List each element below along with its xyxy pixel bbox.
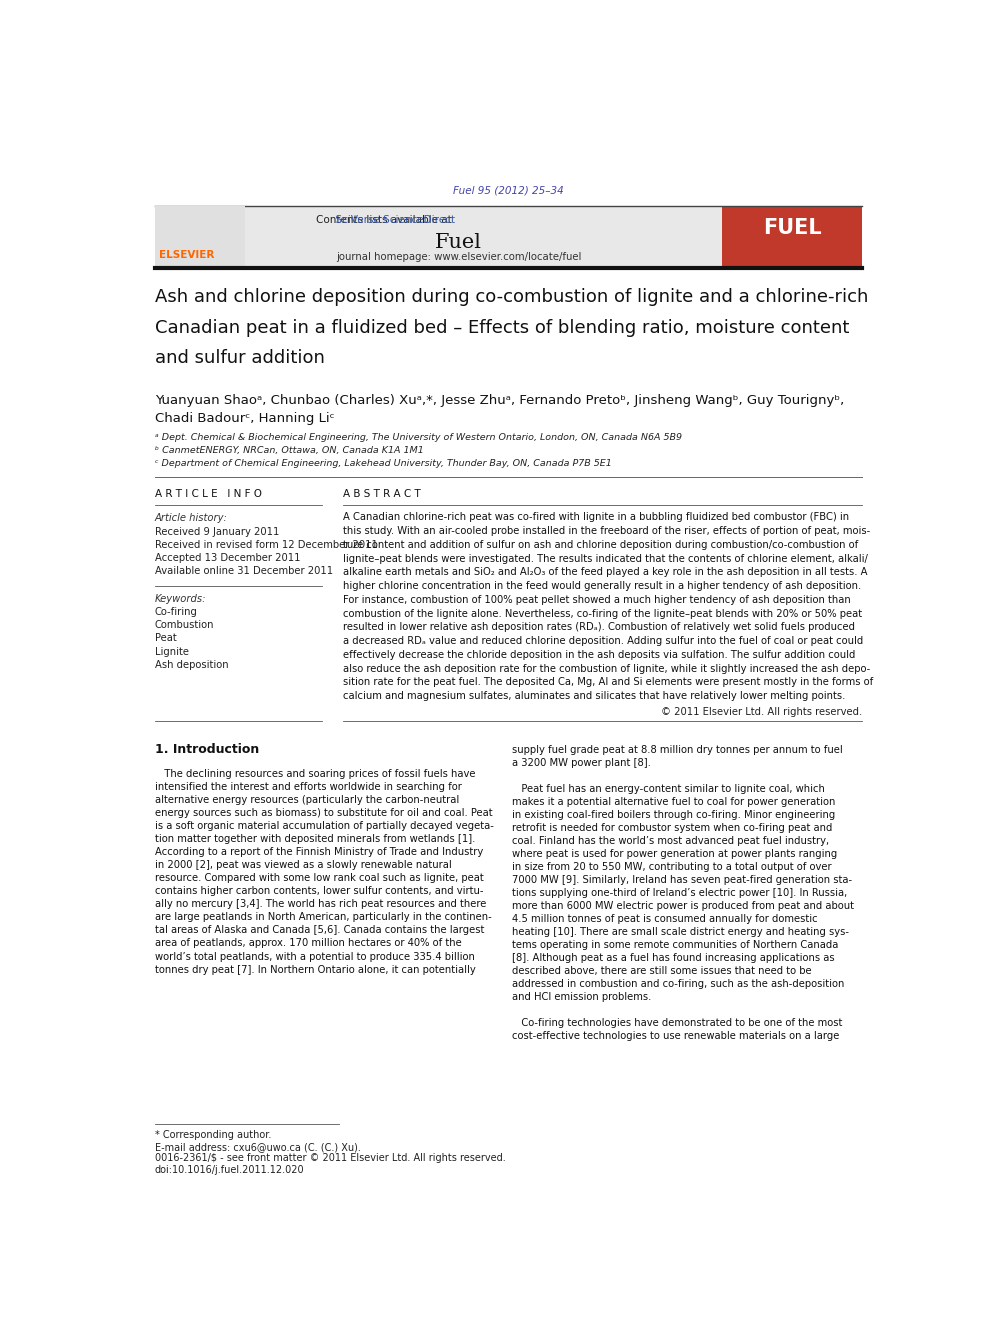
Text: is a soft organic material accumulation of partially decayed vegeta-: is a soft organic material accumulation … [155, 822, 494, 831]
Text: are large peatlands in North American, particularly in the continen-: are large peatlands in North American, p… [155, 913, 491, 922]
Text: Fuel 95 (2012) 25–34: Fuel 95 (2012) 25–34 [453, 185, 563, 196]
Text: A B S T R A C T: A B S T R A C T [343, 488, 421, 499]
Text: Yuanyuan Shaoᵃ, Chunbao (Charles) Xuᵃ,*, Jesse Zhuᵃ, Fernando Pretoᵇ, Jinsheng W: Yuanyuan Shaoᵃ, Chunbao (Charles) Xuᵃ,*,… [155, 394, 844, 407]
Text: higher chlorine concentration in the feed would generally result in a higher ten: higher chlorine concentration in the fee… [343, 581, 861, 591]
Text: 1. Introduction: 1. Introduction [155, 744, 259, 757]
Text: Ash deposition: Ash deposition [155, 660, 228, 669]
Text: in size from 20 to 550 MW, contributing to a total output of over: in size from 20 to 550 MW, contributing … [512, 861, 832, 872]
Bar [155, 205, 722, 267]
Text: in 2000 [2], peat was viewed as a slowly renewable natural: in 2000 [2], peat was viewed as a slowly… [155, 860, 451, 871]
Text: tal areas of Alaska and Canada [5,6]. Canada contains the largest: tal areas of Alaska and Canada [5,6]. Ca… [155, 926, 484, 935]
Text: The declining resources and soaring prices of fossil fuels have: The declining resources and soaring pric… [155, 769, 475, 779]
Text: According to a report of the Finnish Ministry of Trade and Industry: According to a report of the Finnish Min… [155, 847, 483, 857]
Text: tion matter together with deposited minerals from wetlands [1].: tion matter together with deposited mine… [155, 835, 475, 844]
Text: FUEL: FUEL [763, 218, 821, 238]
Text: ally no mercury [3,4]. The world has rich peat resources and there: ally no mercury [3,4]. The world has ric… [155, 900, 486, 909]
Text: Co-firing technologies have demonstrated to be one of the most: Co-firing technologies have demonstrated… [512, 1019, 842, 1028]
Text: retrofit is needed for combustor system when co-firing peat and: retrofit is needed for combustor system … [512, 823, 832, 832]
Text: heating [10]. There are small scale district energy and heating sys-: heating [10]. There are small scale dist… [512, 927, 849, 937]
Text: world’s total peatlands, with a potential to produce 335.4 billion: world’s total peatlands, with a potentia… [155, 951, 474, 962]
Text: Canadian peat in a fluidized bed – Effects of blending ratio, moisture content: Canadian peat in a fluidized bed – Effec… [155, 319, 849, 336]
Text: doi:10.1016/j.fuel.2011.12.020: doi:10.1016/j.fuel.2011.12.020 [155, 1166, 305, 1175]
Text: tems operating in some remote communities of Northern Canada: tems operating in some remote communitie… [512, 941, 838, 950]
Text: A R T I C L E   I N F O: A R T I C L E I N F O [155, 488, 262, 499]
Text: * Corresponding author.: * Corresponding author. [155, 1130, 271, 1139]
Text: energy sources such as biomass) to substitute for oil and coal. Peat: energy sources such as biomass) to subst… [155, 808, 492, 818]
Text: calcium and magnesium sulfates, aluminates and silicates that have relatively lo: calcium and magnesium sulfates, aluminat… [343, 691, 845, 701]
Text: more than 6000 MW electric power is produced from peat and about: more than 6000 MW electric power is prod… [512, 901, 854, 912]
Text: Received 9 January 2011: Received 9 January 2011 [155, 527, 279, 537]
Text: sition rate for the peat fuel. The deposited Ca, Mg, Al and Si elements were pre: sition rate for the peat fuel. The depos… [343, 677, 873, 687]
Text: a 3200 MW power plant [8].: a 3200 MW power plant [8]. [512, 758, 651, 767]
Text: where peat is used for power generation at power plants ranging: where peat is used for power generation … [512, 849, 837, 859]
Text: ᵇ CanmetENERGY, NRCan, Ottawa, ON, Canada K1A 1M1: ᵇ CanmetENERGY, NRCan, Ottawa, ON, Canad… [155, 446, 424, 455]
Text: a decreased RDₐ value and reduced chlorine deposition. Adding sulfur into the fu: a decreased RDₐ value and reduced chlori… [343, 636, 863, 646]
Text: lignite–peat blends were investigated. The results indicated that the contents o: lignite–peat blends were investigated. T… [343, 553, 868, 564]
Text: effectively decrease the chloride deposition in the ash deposits via sulfation. : effectively decrease the chloride deposi… [343, 650, 855, 660]
Text: ᶜ Department of Chemical Engineering, Lakehead University, Thunder Bay, ON, Cana: ᶜ Department of Chemical Engineering, La… [155, 459, 611, 468]
Text: described above, there are still some issues that need to be: described above, there are still some is… [512, 966, 811, 976]
Text: alternative energy resources (particularly the carbon-neutral: alternative energy resources (particular… [155, 795, 459, 806]
Text: Peat: Peat [155, 634, 177, 643]
Text: ture content and addition of sulfur on ash and chlorine deposition during combus: ture content and addition of sulfur on a… [343, 540, 858, 550]
Text: and sulfur addition: and sulfur addition [155, 349, 324, 368]
Text: contains higher carbon contents, lower sulfur contents, and virtu-: contains higher carbon contents, lower s… [155, 886, 483, 896]
Text: resulted in lower relative ash deposition rates (RDₐ). Combustion of relatively : resulted in lower relative ash depositio… [343, 622, 855, 632]
Text: Keywords:: Keywords: [155, 594, 206, 603]
Text: Accepted 13 December 2011: Accepted 13 December 2011 [155, 553, 301, 564]
Text: Peat fuel has an energy-content similar to lignite coal, which: Peat fuel has an energy-content similar … [512, 783, 825, 794]
Text: this study. With an air-cooled probe installed in the freeboard of the riser, ef: this study. With an air-cooled probe ins… [343, 527, 870, 536]
Text: and HCl emission problems.: and HCl emission problems. [512, 992, 652, 1003]
Bar [155, 205, 245, 267]
Text: Contents lists available at: Contents lists available at [315, 214, 454, 225]
Text: in existing coal-fired boilers through co-firing. Minor engineering: in existing coal-fired boilers through c… [512, 810, 835, 820]
Bar [722, 205, 862, 267]
Text: Chadi Badourᶜ, Hanning Liᶜ: Chadi Badourᶜ, Hanning Liᶜ [155, 413, 334, 426]
Text: addressed in combustion and co-firing, such as the ash-deposition: addressed in combustion and co-firing, s… [512, 979, 844, 990]
Text: 7000 MW [9]. Similarly, Ireland has seven peat-fired generation sta-: 7000 MW [9]. Similarly, Ireland has seve… [512, 875, 852, 885]
Text: Article history:: Article history: [155, 513, 227, 524]
Text: cost-effective technologies to use renewable materials on a large: cost-effective technologies to use renew… [512, 1032, 839, 1041]
Text: resource. Compared with some low rank coal such as lignite, peat: resource. Compared with some low rank co… [155, 873, 483, 884]
Text: Combustion: Combustion [155, 620, 214, 630]
Text: coal. Finland has the world’s most advanced peat fuel industry,: coal. Finland has the world’s most advan… [512, 836, 829, 845]
Text: ELSEVIER: ELSEVIER [159, 250, 214, 259]
Text: Received in revised form 12 December 2011: Received in revised form 12 December 201… [155, 540, 378, 550]
Text: Fuel: Fuel [434, 233, 482, 253]
Text: alkaline earth metals and SiO₂ and Al₂O₃ of the feed played a key role in the as: alkaline earth metals and SiO₂ and Al₂O₃… [343, 568, 868, 577]
Text: tonnes dry peat [7]. In Northern Ontario alone, it can potentially: tonnes dry peat [7]. In Northern Ontario… [155, 964, 475, 975]
Text: Lignite: Lignite [155, 647, 188, 656]
Text: For instance, combustion of 100% peat pellet showed a much higher tendency of as: For instance, combustion of 100% peat pe… [343, 595, 851, 605]
Text: area of peatlands, approx. 170 million hectares or 40% of the: area of peatlands, approx. 170 million h… [155, 938, 461, 949]
Text: intensified the interest and efforts worldwide in searching for: intensified the interest and efforts wor… [155, 782, 461, 792]
Text: Ash and chlorine deposition during co-combustion of lignite and a chlorine-rich: Ash and chlorine deposition during co-co… [155, 288, 868, 306]
Text: ᵃ Dept. Chemical & Biochemical Engineering, The University of Western Ontario, L: ᵃ Dept. Chemical & Biochemical Engineeri… [155, 433, 682, 442]
Text: 4.5 million tonnes of peat is consumed annually for domestic: 4.5 million tonnes of peat is consumed a… [512, 914, 817, 923]
Text: Available online 31 December 2011: Available online 31 December 2011 [155, 566, 333, 577]
Text: tions supplying one-third of Ireland’s electric power [10]. In Russia,: tions supplying one-third of Ireland’s e… [512, 888, 847, 898]
Text: makes it a potential alternative fuel to coal for power generation: makes it a potential alternative fuel to… [512, 796, 835, 807]
Text: E-mail address: cxu6@uwo.ca (C. (C.) Xu).: E-mail address: cxu6@uwo.ca (C. (C.) Xu)… [155, 1142, 361, 1152]
Text: SciVerse ScienceDirect: SciVerse ScienceDirect [238, 214, 454, 225]
Text: Co-firing: Co-firing [155, 607, 197, 617]
Text: [8]. Although peat as a fuel has found increasing applications as: [8]. Although peat as a fuel has found i… [512, 953, 835, 963]
Text: 0016-2361/$ - see front matter © 2011 Elsevier Ltd. All rights reserved.: 0016-2361/$ - see front matter © 2011 El… [155, 1154, 506, 1163]
Text: combustion of the lignite alone. Nevertheless, co-firing of the lignite–peat ble: combustion of the lignite alone. Neverth… [343, 609, 862, 619]
Text: © 2011 Elsevier Ltd. All rights reserved.: © 2011 Elsevier Ltd. All rights reserved… [661, 706, 862, 717]
Text: A Canadian chlorine-rich peat was co-fired with lignite in a bubbling fluidized : A Canadian chlorine-rich peat was co-fir… [343, 512, 849, 523]
Text: also reduce the ash deposition rate for the combustion of lignite, while it slig: also reduce the ash deposition rate for … [343, 664, 870, 673]
Text: supply fuel grade peat at 8.8 million dry tonnes per annum to fuel: supply fuel grade peat at 8.8 million dr… [512, 745, 843, 754]
Text: journal homepage: www.elsevier.com/locate/fuel: journal homepage: www.elsevier.com/locat… [335, 253, 581, 262]
